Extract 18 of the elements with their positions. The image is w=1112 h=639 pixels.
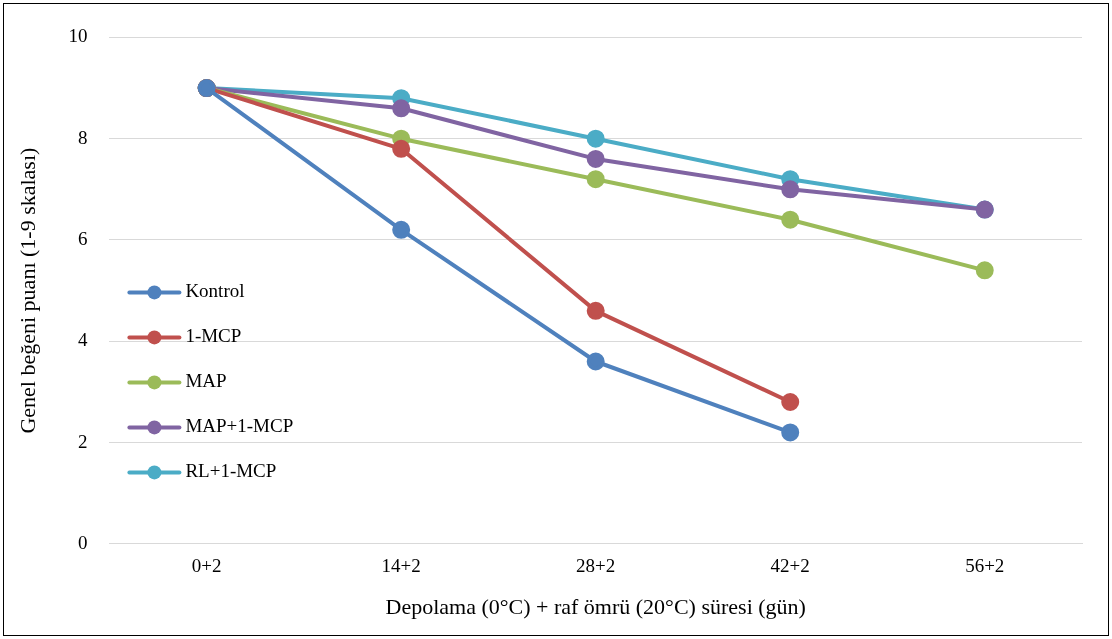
legend-label: 1-MCP <box>185 325 242 347</box>
x-tick-label: 42+2 <box>770 555 810 577</box>
y-axis-title: Genel beğeni puanı (1-9 skalası) <box>14 147 40 434</box>
legend-label: MAP <box>185 370 227 392</box>
x-tick-label: 28+2 <box>576 555 616 577</box>
legend-label: MAP+1-MCP <box>185 415 294 437</box>
y-tick-label: 8 <box>77 126 88 148</box>
legend-label: Kontrol <box>185 280 245 302</box>
x-tick-label: 0+2 <box>191 555 222 577</box>
y-tick-label: 0 <box>77 531 88 553</box>
y-tick-label: 4 <box>77 329 88 351</box>
y-tick-label: 2 <box>77 430 88 452</box>
x-tick-label: 14+2 <box>381 555 421 577</box>
x-tick-label: 56+2 <box>965 555 1005 577</box>
legend-label: RL+1-MCP <box>185 460 277 482</box>
y-tick-label: 10 <box>68 25 88 47</box>
y-tick-label: 6 <box>77 227 88 249</box>
x-axis-title: Depolama (0°C) + raf ömrü (20°C) süresi (gün) <box>385 593 806 619</box>
